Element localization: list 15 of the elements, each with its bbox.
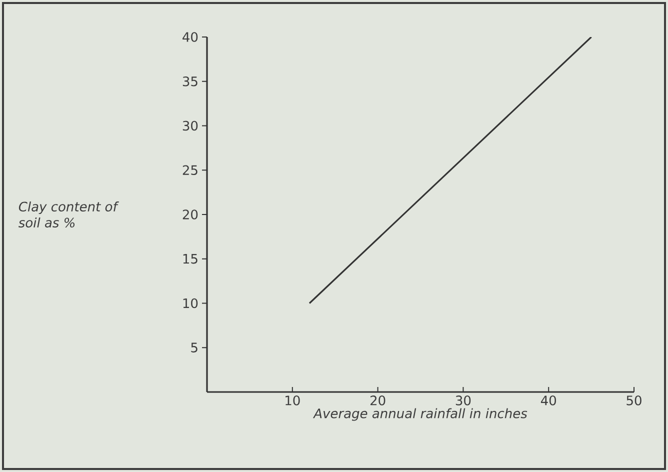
x-axis-title: Average annual rainfall in inches [312,408,528,421]
x-tick-label: 30 [456,396,471,406]
y-tick-label: 30 [182,120,198,131]
y-tick-label: 15 [183,254,198,264]
y-tick-label: 40 [182,32,198,42]
x-tick-label: 50 [626,396,642,406]
y-tick-label: 10 [183,298,198,308]
x-tick-label: 40 [540,396,556,406]
y-tick-label: 20 [182,210,198,220]
y-axis-title: Clay content of soil as % [18,201,119,228]
y-tick-label: 25 [182,165,198,176]
x-tick-label: 10 [286,396,300,406]
y-tick-label: 35 [182,76,198,86]
y-tick-label: 5 [191,342,198,352]
x-tick-label: 20 [370,396,386,406]
